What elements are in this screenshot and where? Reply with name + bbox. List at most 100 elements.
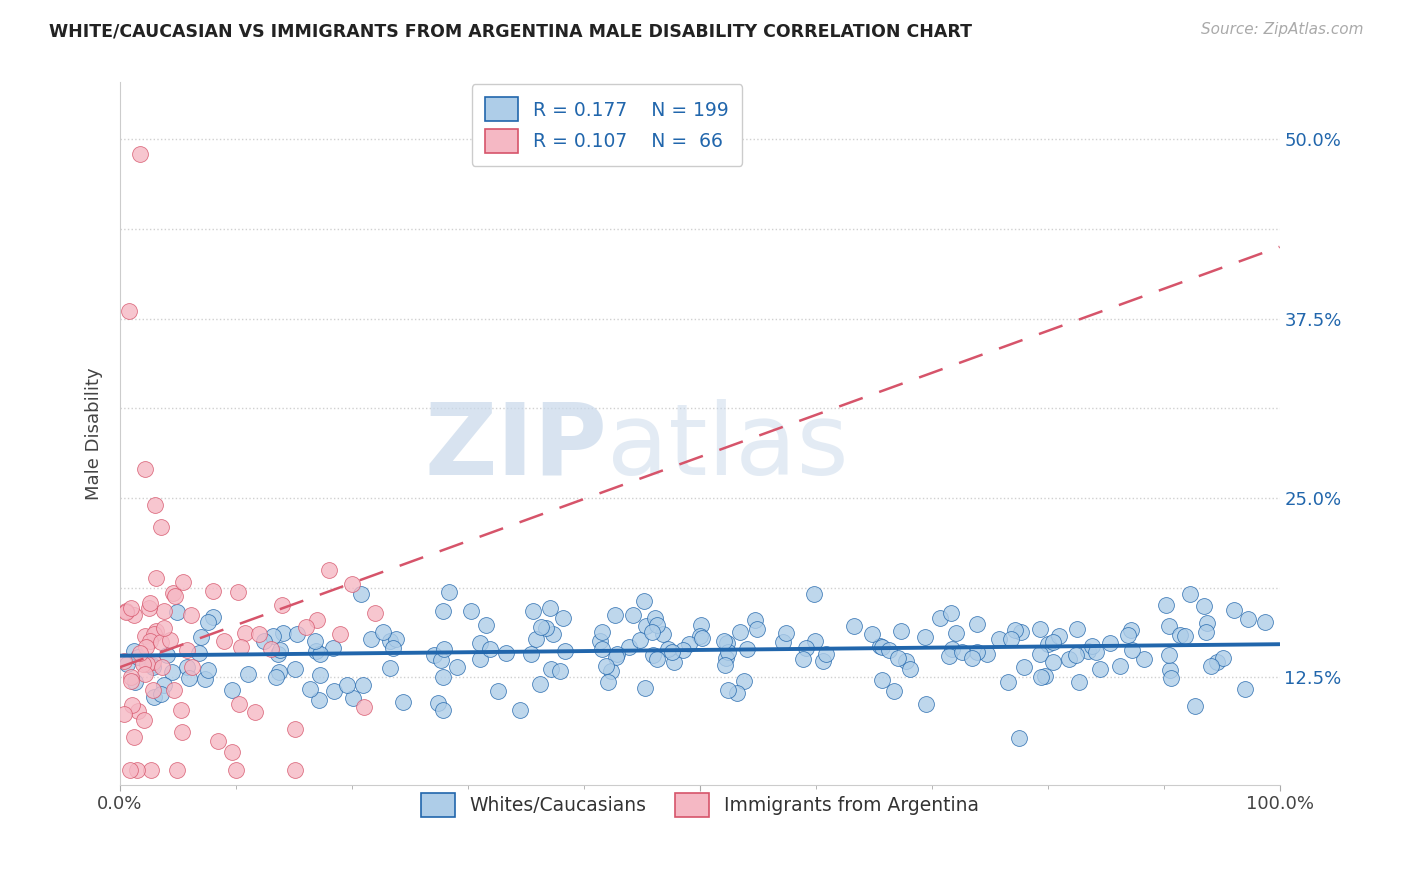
Point <box>1254 615 1277 629</box>
Point <box>323 684 346 698</box>
Point <box>1029 647 1052 661</box>
Point <box>872 673 894 688</box>
Point <box>129 647 152 661</box>
Point <box>114 605 136 619</box>
Point <box>269 643 291 657</box>
Point <box>941 607 963 621</box>
Point <box>284 764 307 778</box>
Point <box>122 607 145 622</box>
Point <box>689 628 711 642</box>
Point <box>813 654 835 668</box>
Point <box>883 684 905 698</box>
Point <box>127 764 149 778</box>
Point <box>433 642 456 657</box>
Point <box>744 613 766 627</box>
Point <box>713 634 735 648</box>
Point <box>617 640 640 655</box>
Point <box>541 627 564 641</box>
Point <box>672 643 695 657</box>
Point <box>179 671 201 685</box>
Point <box>540 662 562 676</box>
Text: Source: ZipAtlas.com: Source: ZipAtlas.com <box>1201 22 1364 37</box>
Point <box>728 624 751 639</box>
Point <box>894 654 917 668</box>
Point <box>197 615 219 629</box>
Point <box>150 660 173 674</box>
Point <box>877 642 900 657</box>
Point <box>725 686 748 700</box>
Point <box>1159 663 1181 677</box>
Point <box>228 697 250 711</box>
Point <box>149 686 172 700</box>
Point <box>1212 650 1234 665</box>
Point <box>591 641 613 656</box>
Point <box>460 603 482 617</box>
Point <box>641 624 664 639</box>
Point <box>591 624 613 639</box>
Point <box>717 682 740 697</box>
Point <box>1195 616 1218 631</box>
Point <box>134 630 156 644</box>
Point <box>869 639 891 653</box>
Point <box>360 632 382 646</box>
Point <box>1109 659 1132 673</box>
Point <box>150 635 173 649</box>
Point <box>153 678 176 692</box>
Point <box>162 665 184 680</box>
Point <box>950 645 973 659</box>
Point <box>890 624 912 639</box>
Point <box>197 663 219 677</box>
Point <box>1029 670 1052 684</box>
Point <box>271 626 294 640</box>
Point <box>426 696 449 710</box>
Point <box>1184 698 1206 713</box>
Point <box>1178 587 1201 601</box>
Point <box>120 601 142 615</box>
Point <box>733 673 755 688</box>
Point <box>350 586 373 600</box>
Point <box>898 662 921 676</box>
Point <box>1033 669 1056 683</box>
Point <box>243 705 266 719</box>
Point <box>534 621 557 635</box>
Point <box>284 722 307 736</box>
Point <box>595 658 617 673</box>
Point <box>172 725 194 739</box>
Point <box>153 621 176 635</box>
Point <box>166 764 188 778</box>
Point <box>737 642 759 657</box>
Point <box>271 599 294 613</box>
Point <box>145 571 167 585</box>
Point <box>187 646 209 660</box>
Point <box>364 606 387 620</box>
Point <box>262 629 284 643</box>
Point <box>128 146 150 161</box>
Point <box>929 610 952 624</box>
Point <box>284 661 307 675</box>
Point <box>143 626 166 640</box>
Point <box>142 655 165 669</box>
Point <box>381 641 404 656</box>
Point <box>716 636 738 650</box>
Point <box>938 648 960 663</box>
Point <box>305 644 328 658</box>
Point <box>307 613 329 627</box>
Point <box>136 657 159 672</box>
Point <box>486 683 509 698</box>
Point <box>599 664 621 678</box>
Point <box>309 647 332 661</box>
Point <box>605 607 627 622</box>
Point <box>690 632 713 646</box>
Point <box>775 626 797 640</box>
Point <box>870 640 893 655</box>
Point <box>127 649 149 664</box>
Point <box>1133 651 1156 665</box>
Point <box>139 596 162 610</box>
Point <box>633 594 655 608</box>
Point <box>641 648 664 662</box>
Point <box>1012 660 1035 674</box>
Point <box>1000 632 1022 647</box>
Point <box>134 713 156 727</box>
Point <box>155 648 177 662</box>
Point <box>1194 624 1216 639</box>
